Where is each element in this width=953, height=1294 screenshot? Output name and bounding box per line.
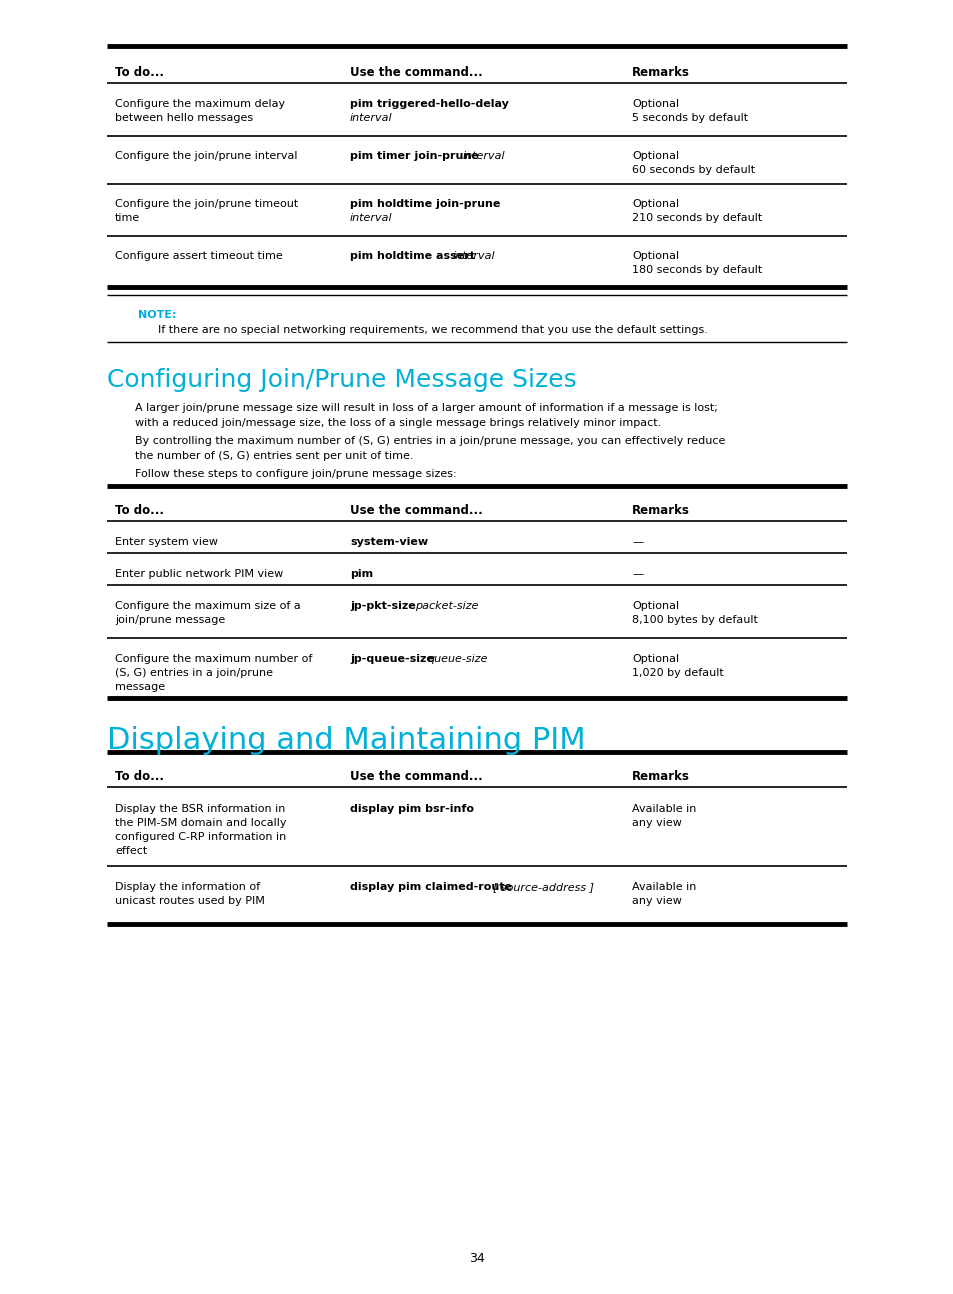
Text: the PIM-SM domain and locally: the PIM-SM domain and locally	[115, 818, 286, 828]
Text: jp-pkt-size: jp-pkt-size	[350, 600, 419, 611]
Text: 5 seconds by default: 5 seconds by default	[631, 113, 747, 123]
Text: pim triggered-hello-delay: pim triggered-hello-delay	[350, 100, 508, 109]
Text: [ source-address ]: [ source-address ]	[493, 883, 594, 892]
Text: —: —	[631, 569, 642, 578]
Text: Optional: Optional	[631, 100, 679, 109]
Text: the number of (S, G) entries sent per unit of time.: the number of (S, G) entries sent per un…	[135, 452, 413, 461]
Text: Configure the maximum delay: Configure the maximum delay	[115, 100, 285, 109]
Text: time: time	[115, 214, 140, 223]
Text: Enter public network PIM view: Enter public network PIM view	[115, 569, 283, 578]
Text: 1,020 by default: 1,020 by default	[631, 668, 723, 678]
Text: packet-size: packet-size	[415, 600, 478, 611]
Text: 210 seconds by default: 210 seconds by default	[631, 214, 761, 223]
Text: pim timer join-prune: pim timer join-prune	[350, 151, 482, 160]
Text: Optional: Optional	[631, 600, 679, 611]
Text: To do...: To do...	[115, 770, 164, 783]
Text: jp-queue-size: jp-queue-size	[350, 653, 437, 664]
Text: system-view: system-view	[350, 537, 428, 547]
Text: effect: effect	[115, 846, 147, 857]
Text: pim: pim	[350, 569, 373, 578]
Text: 60 seconds by default: 60 seconds by default	[631, 166, 755, 175]
Text: message: message	[115, 682, 165, 692]
Text: Display the information of: Display the information of	[115, 883, 260, 892]
Text: interval: interval	[462, 151, 505, 160]
Text: 180 seconds by default: 180 seconds by default	[631, 265, 761, 276]
Text: display pim bsr-info: display pim bsr-info	[350, 804, 474, 814]
Text: Use the command...: Use the command...	[350, 770, 482, 783]
Text: Follow these steps to configure join/prune message sizes:: Follow these steps to configure join/pru…	[135, 468, 456, 479]
Text: Optional: Optional	[631, 251, 679, 261]
Text: Remarks: Remarks	[631, 66, 689, 79]
Text: interval: interval	[453, 251, 496, 261]
Text: NOTE:: NOTE:	[138, 311, 176, 320]
Text: pim holdtime join-prune: pim holdtime join-prune	[350, 199, 500, 210]
Text: Available in: Available in	[631, 804, 696, 814]
Text: Remarks: Remarks	[631, 503, 689, 518]
Text: Available in: Available in	[631, 883, 696, 892]
Text: Configuring Join/Prune Message Sizes: Configuring Join/Prune Message Sizes	[107, 367, 577, 392]
Text: Use the command...: Use the command...	[350, 66, 482, 79]
Text: 34: 34	[469, 1253, 484, 1266]
Text: Optional: Optional	[631, 199, 679, 210]
Text: join/prune message: join/prune message	[115, 615, 225, 625]
Text: By controlling the maximum number of (S, G) entries in a join/prune message, you: By controlling the maximum number of (S,…	[135, 436, 724, 446]
Text: —: —	[631, 537, 642, 547]
Text: Configure the join/prune interval: Configure the join/prune interval	[115, 151, 297, 160]
Text: any view: any view	[631, 818, 681, 828]
Text: interval: interval	[350, 214, 393, 223]
Text: queue-size: queue-size	[427, 653, 487, 664]
Text: Display the BSR information in: Display the BSR information in	[115, 804, 285, 814]
Text: any view: any view	[631, 895, 681, 906]
Text: If there are no special networking requirements, we recommend that you use the d: If there are no special networking requi…	[158, 325, 707, 335]
Text: To do...: To do...	[115, 66, 164, 79]
Text: pim holdtime assert: pim holdtime assert	[350, 251, 478, 261]
Text: configured C-RP information in: configured C-RP information in	[115, 832, 286, 842]
Text: Displaying and Maintaining PIM: Displaying and Maintaining PIM	[107, 726, 585, 754]
Text: (S, G) entries in a join/prune: (S, G) entries in a join/prune	[115, 668, 273, 678]
Text: 8,100 bytes by default: 8,100 bytes by default	[631, 615, 757, 625]
Text: Use the command...: Use the command...	[350, 503, 482, 518]
Text: Optional: Optional	[631, 151, 679, 160]
Text: interval: interval	[350, 113, 393, 123]
Text: A larger join/prune message size will result in loss of a larger amount of infor: A larger join/prune message size will re…	[135, 402, 717, 413]
Text: with a reduced join/message size, the loss of a single message brings relatively: with a reduced join/message size, the lo…	[135, 418, 660, 428]
Text: Configure the maximum size of a: Configure the maximum size of a	[115, 600, 300, 611]
Text: Configure the maximum number of: Configure the maximum number of	[115, 653, 312, 664]
Text: Configure the join/prune timeout: Configure the join/prune timeout	[115, 199, 298, 210]
Text: Remarks: Remarks	[631, 770, 689, 783]
Text: Configure assert timeout time: Configure assert timeout time	[115, 251, 282, 261]
Text: unicast routes used by PIM: unicast routes used by PIM	[115, 895, 265, 906]
Text: between hello messages: between hello messages	[115, 113, 253, 123]
Text: Enter system view: Enter system view	[115, 537, 218, 547]
Text: display pim claimed-route: display pim claimed-route	[350, 883, 516, 892]
Text: To do...: To do...	[115, 503, 164, 518]
Text: Optional: Optional	[631, 653, 679, 664]
